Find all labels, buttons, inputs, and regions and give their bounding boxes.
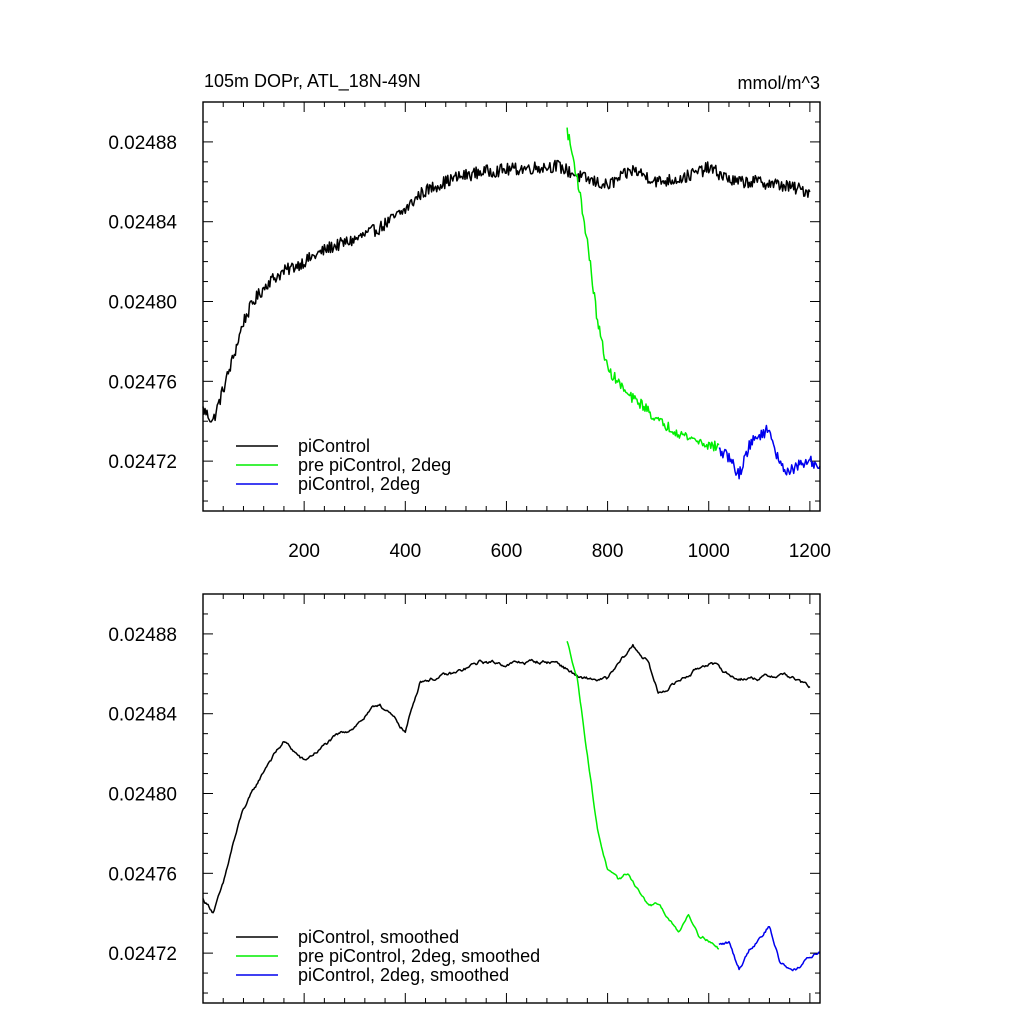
y-tick-label: 0.02480: [108, 293, 177, 314]
legend-label: piControl, 2deg, smoothed: [298, 965, 509, 985]
panel-bottom: 0.02472 0.02476 0.02480 0.02484 0.02488 piCo…: [108, 593, 821, 1004]
series-line: [566, 641, 720, 950]
plot-frame: [202, 593, 821, 1004]
units-label: mmol/m^3: [738, 73, 820, 93]
series-line: [566, 127, 720, 452]
y-tick-label: 0.02488: [108, 133, 177, 154]
x-tick-label: 800: [592, 541, 624, 562]
series-line: [202, 643, 811, 914]
y-tick-label: 0.02472: [108, 452, 177, 473]
legend-label: pre piControl, 2deg: [298, 455, 451, 475]
y-tick-label: 0.02484: [108, 213, 177, 234]
series-line: [718, 925, 821, 972]
panel-top: 105m DOPr, ATL_18N-49N mmol/m^3 0.02472 0…: [108, 71, 831, 562]
series-line: [718, 424, 821, 480]
y-tick-label: 0.02472: [108, 944, 177, 965]
plot-frame: [202, 101, 821, 512]
chart-title: 105m DOPr, ATL_18N-49N: [204, 71, 421, 92]
x-tick-label: 200: [288, 541, 320, 562]
y-tick-label: 0.02484: [108, 705, 177, 726]
x-tick-label: 600: [491, 541, 523, 562]
x-tick-label: 400: [389, 541, 421, 562]
x-tick-label: 1200: [789, 541, 831, 562]
series-line: [202, 159, 811, 423]
y-tick-label: 0.02476: [108, 372, 177, 393]
x-tick-label: 1000: [688, 541, 730, 562]
y-tick-label: 0.02488: [108, 625, 177, 646]
y-tick-label: 0.02476: [108, 864, 177, 885]
legend-label: piControl: [298, 436, 370, 456]
legend-label: pre piControl, 2deg, smoothed: [298, 946, 540, 966]
y-tick-label: 0.02480: [108, 785, 177, 806]
legend-label: piControl, 2deg: [298, 474, 420, 494]
legend-label: piControl, smoothed: [298, 927, 459, 947]
